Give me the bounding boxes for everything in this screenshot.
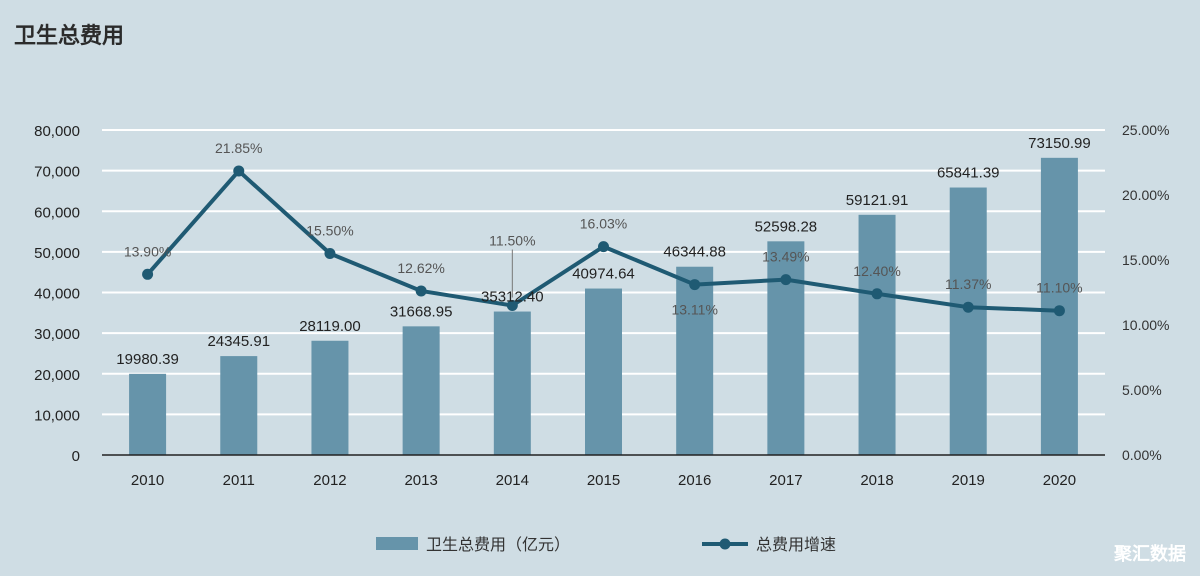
bar-value-label: 65841.39 <box>937 165 1000 182</box>
axes: 0 10,000 20,000 30,000 40,000 50,000 60,000 70,… <box>34 122 1169 489</box>
bar <box>129 373 167 455</box>
y2-tick-label: 20.00% <box>1122 187 1169 203</box>
line-point <box>1053 305 1065 317</box>
x-tick-label: 2016 <box>678 472 711 489</box>
watermark: 聚汇数据 <box>1114 544 1186 565</box>
line-series <box>142 165 1065 317</box>
bar-value-label: 28119.00 <box>299 318 360 335</box>
bar-value-label: 40974.64 <box>572 266 635 283</box>
x-tick-label: 2018 <box>860 472 893 489</box>
line-value-label: 12.40% <box>853 263 900 279</box>
y2-tick-label: 5.00% <box>1122 382 1162 398</box>
bar-series <box>129 157 1078 455</box>
legend: 卫生总费用（亿元） 总费用增速 <box>376 535 836 554</box>
bar <box>676 266 714 455</box>
line-value-label: 13.11% <box>671 302 717 318</box>
y-tick-label: 10,000 <box>34 407 80 424</box>
data-labels: 19980.3924345.9128119.0031668.9535312.40… <box>116 135 1090 368</box>
bar <box>949 187 987 455</box>
line-value-label: 13.49% <box>762 249 809 265</box>
y2-tick-label: 10.00% <box>1122 317 1169 333</box>
chart-title: 卫生总费用 <box>14 24 125 49</box>
line-point <box>780 274 792 286</box>
line-value-label: 12.62% <box>397 260 444 276</box>
line-value-label: 13.90% <box>124 243 171 259</box>
line-point <box>324 248 336 259</box>
legend-bar-label: 卫生总费用（亿元） <box>426 535 570 554</box>
line-value-label: 15.50% <box>306 223 353 239</box>
x-tick-label: 2014 <box>496 472 529 489</box>
bar-value-label: 73150.99 <box>1028 135 1091 152</box>
bar-value-label: 46344.88 <box>663 244 726 261</box>
bar-value-label: 19980.39 <box>116 351 179 368</box>
y2-tick-label: 25.00% <box>1122 122 1169 138</box>
y-tick-label: 0 <box>72 448 80 465</box>
bar <box>220 356 258 455</box>
legend-line-marker <box>719 538 731 550</box>
y-tick-label: 70,000 <box>34 164 80 181</box>
bar-value-label: 52598.28 <box>755 218 818 235</box>
line-value-label: 21.85% <box>215 140 262 156</box>
y2-tick-label: 0.00% <box>1122 447 1162 463</box>
y-tick-label: 40,000 <box>34 286 80 303</box>
x-tick-label: 2015 <box>587 472 620 489</box>
y-tick-label: 50,000 <box>34 245 80 262</box>
line-point <box>142 268 154 280</box>
bar <box>311 340 349 455</box>
line-point <box>233 165 245 177</box>
line-value-label: 16.03% <box>580 216 627 232</box>
x-tick-label: 2012 <box>313 472 346 489</box>
x-tick-label: 2010 <box>131 472 164 489</box>
bar <box>858 214 896 455</box>
bar <box>402 326 440 455</box>
line-point <box>506 300 518 311</box>
bar <box>585 288 622 455</box>
bar-value-label: 24345.91 <box>207 333 270 350</box>
line-point <box>598 241 609 253</box>
line-point <box>962 301 974 313</box>
legend-line-label: 总费用增速 <box>756 535 836 554</box>
x-tick-label: 2017 <box>769 472 802 489</box>
line-point <box>415 285 427 297</box>
line-value-label: 11.10% <box>1036 280 1082 296</box>
x-tick-label: 2019 <box>952 472 985 489</box>
y2-tick-label: 15.00% <box>1122 252 1169 268</box>
line-point <box>871 288 883 300</box>
x-tick-label: 2011 <box>223 472 255 489</box>
y-tick-label: 60,000 <box>34 204 80 221</box>
y-tick-label: 80,000 <box>34 123 80 140</box>
y-tick-label: 20,000 <box>34 367 80 384</box>
y-tick-label: 30,000 <box>34 326 80 343</box>
bar <box>493 311 531 455</box>
line-point <box>689 279 701 291</box>
bar-value-label: 59121.91 <box>846 192 909 209</box>
x-tick-label: 2013 <box>404 472 437 489</box>
line-value-label: 11.37% <box>945 276 991 292</box>
bar-value-label: 31668.95 <box>390 303 453 320</box>
bar <box>767 241 805 455</box>
x-tick-label: 2020 <box>1043 472 1076 489</box>
legend-bar-swatch <box>376 537 418 550</box>
line-value-label: 11.50% <box>489 233 535 249</box>
